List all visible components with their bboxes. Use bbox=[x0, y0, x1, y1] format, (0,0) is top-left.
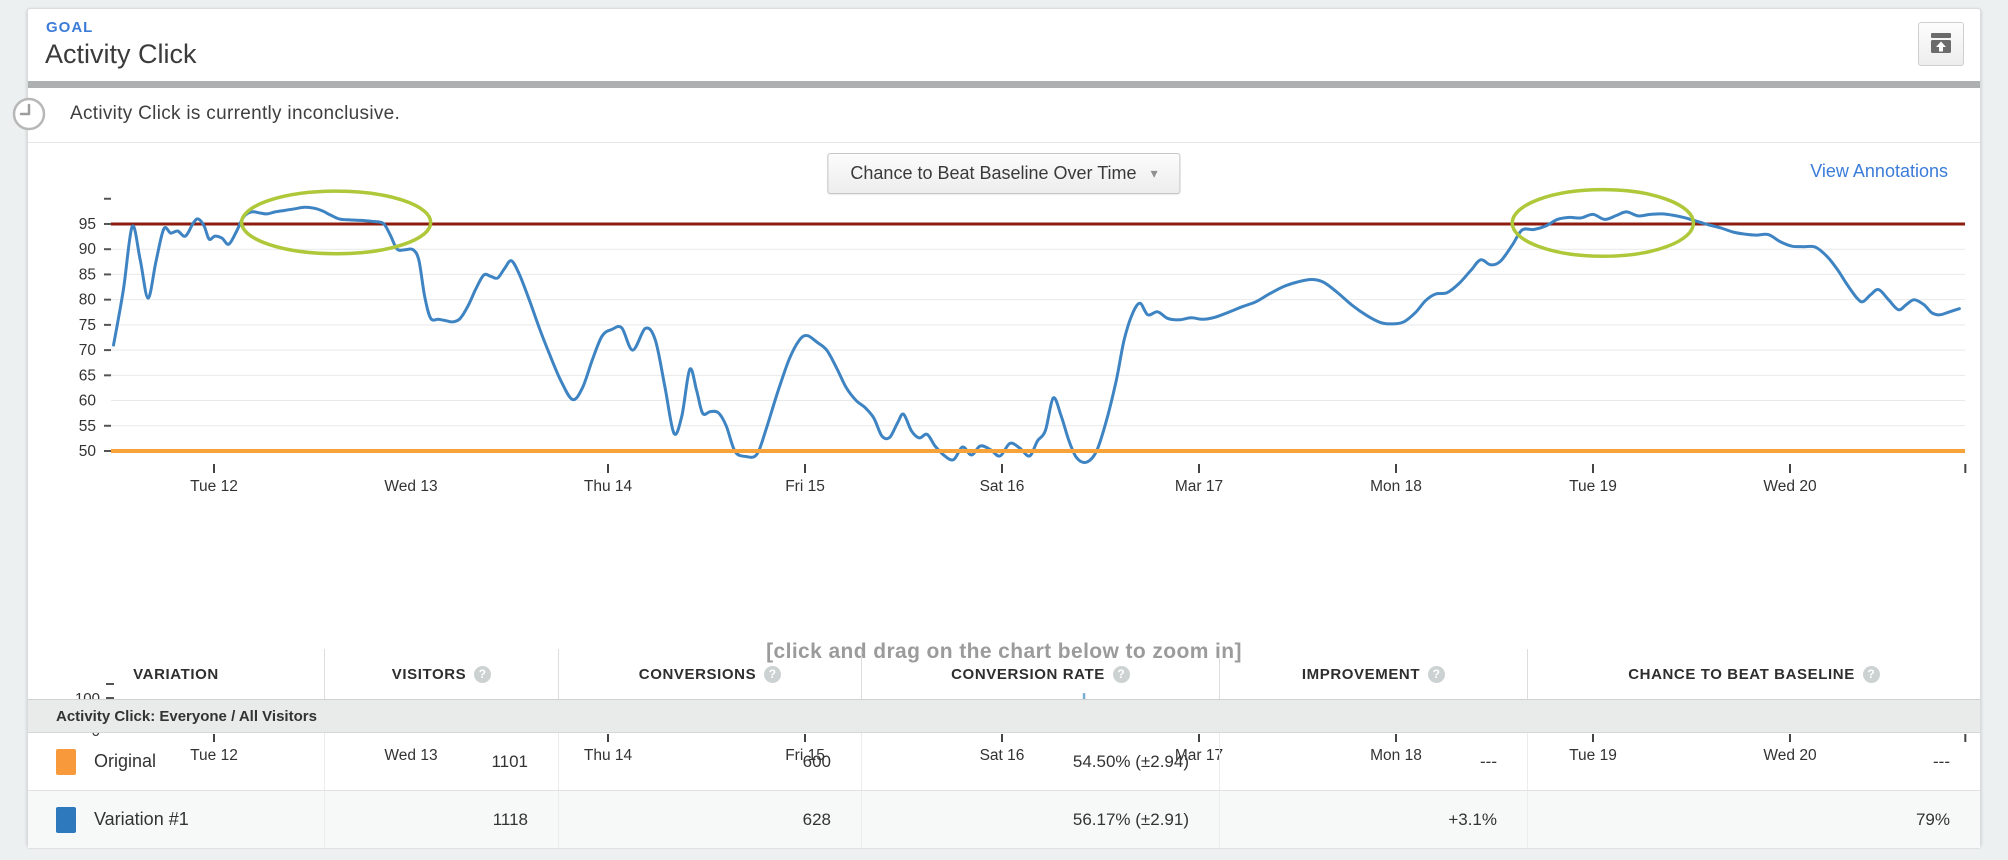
column-header-label: CONVERSIONS bbox=[638, 665, 757, 683]
y-tick-label: 50 bbox=[79, 443, 97, 460]
column-header-label: IMPROVEMENT bbox=[1301, 665, 1421, 683]
x-tick-label: Thu 14 bbox=[584, 478, 633, 495]
annotation-ellipse bbox=[1510, 187, 1696, 259]
conversions-cell: 600 bbox=[559, 733, 862, 790]
conversion-rate-cell: 56.17% (±2.91) bbox=[862, 791, 1220, 848]
header-divider bbox=[28, 81, 1980, 88]
mini-x-tick-label: Tue 12 bbox=[190, 747, 238, 764]
chart-metric-dropdown-label: Chance to Beat Baseline Over Time bbox=[850, 163, 1137, 183]
variation-name: Original bbox=[94, 751, 157, 771]
clock-icon bbox=[12, 97, 46, 136]
view-annotations-link[interactable]: View Annotations bbox=[1810, 161, 1948, 181]
y-tick-label: 65 bbox=[79, 367, 96, 384]
x-tick-label: Sat 16 bbox=[980, 478, 1025, 495]
variation-cell: Variation #1 bbox=[28, 791, 325, 848]
archive-icon bbox=[1931, 32, 1951, 53]
mini-x-tick-label: Wed 20 bbox=[1763, 747, 1817, 764]
visitors-cell: 1118 bbox=[325, 791, 559, 848]
question-mark-icon[interactable]: ? bbox=[474, 665, 492, 683]
column-header-conversions: CONVERSIONS? bbox=[559, 649, 862, 699]
chance-cell: --- bbox=[1933, 751, 1950, 771]
goal-header: GOAL Activity Click bbox=[28, 9, 1980, 81]
y-tick-label: 60 bbox=[79, 393, 97, 410]
chart-metric-dropdown[interactable]: Chance to Beat Baseline Over Time ▾ bbox=[827, 153, 1181, 194]
column-header-chance-to-beat-baseline: CHANCE TO BEAT BASELINE? bbox=[1528, 649, 1980, 699]
x-tick-label: Wed 20 bbox=[1763, 478, 1817, 495]
improvement-cell: --- bbox=[1220, 733, 1528, 790]
question-mark-icon[interactable]: ? bbox=[1428, 665, 1446, 683]
chevron-down-icon: ▾ bbox=[1150, 165, 1158, 181]
improvement-cell: +3.1% bbox=[1220, 791, 1528, 848]
question-mark-icon[interactable]: ? bbox=[1112, 665, 1130, 683]
variation-cell: Original bbox=[28, 733, 325, 790]
column-header-label: CHANCE TO BEAT BASELINE bbox=[1628, 665, 1855, 683]
mini-x-tick-label: Thu 14 bbox=[584, 747, 633, 764]
annotation-ellipse bbox=[239, 189, 433, 256]
variation-color-swatch bbox=[56, 748, 76, 775]
goal-label: GOAL bbox=[46, 19, 94, 36]
column-header-improvement: IMPROVEMENT? bbox=[1220, 649, 1528, 699]
conversion-rate-cell: 54.50% (±2.94) bbox=[862, 733, 1220, 790]
chance-to-beat-baseline-chart[interactable]: 50 55 60 65 70 75 80 85 90 95 Tue 12 Wed 13 Thu 14 Fr… bbox=[28, 151, 1982, 509]
column-header-label: VARIATION bbox=[133, 665, 219, 683]
x-tick-label: Tue 12 bbox=[190, 478, 238, 495]
column-header-label: CONVERSION RATE bbox=[951, 665, 1105, 683]
table-row-original: Original 1101 600 54.50% (±2.94) --- --- bbox=[28, 733, 1980, 791]
table-row-variation-1: Variation #1 1118 628 56.17% (±2.91) +3.1% 79… bbox=[28, 791, 1980, 849]
page-title: Activity Click bbox=[45, 39, 197, 69]
y-tick-label: 55 bbox=[79, 418, 96, 435]
y-tick-label: 85 bbox=[79, 266, 96, 283]
status-message: Activity Click is currently inconclusive… bbox=[70, 103, 401, 124]
x-tick-label: Tue 19 bbox=[1569, 478, 1617, 495]
y-tick-label: 95 bbox=[79, 216, 96, 233]
x-tick-label: Fri 15 bbox=[785, 478, 825, 495]
variation-name: Variation #1 bbox=[94, 809, 189, 829]
column-header-visitors: VISITORS? bbox=[325, 649, 559, 699]
table-body: Original 1101 600 54.50% (±2.94) --- --- Varia… bbox=[28, 733, 1980, 849]
archive-results-button[interactable] bbox=[1918, 22, 1964, 66]
chance-cell: 79% bbox=[1915, 809, 1950, 829]
x-tick-label: Wed 13 bbox=[384, 478, 437, 495]
column-header-label: VISITORS bbox=[391, 665, 467, 683]
visitors-cell: 1101 bbox=[325, 733, 559, 790]
status-row: Activity Click is currently inconclusive… bbox=[12, 88, 1980, 143]
question-mark-icon[interactable]: ? bbox=[764, 665, 782, 683]
variation-line-series bbox=[112, 205, 1961, 464]
goal-panel: GOAL Activity Click Activity Click is cu… bbox=[12, 8, 1982, 849]
zoom-hint: [click and drag on the chart below to zo… bbox=[766, 640, 1242, 663]
variation-color-swatch bbox=[56, 806, 76, 833]
mini-x-tick-label: Mon 18 bbox=[1370, 747, 1422, 764]
y-tick-label: 80 bbox=[79, 292, 97, 309]
mini-x-tick-label: Sat 16 bbox=[980, 747, 1025, 764]
x-tick-label: Mon 18 bbox=[1370, 478, 1422, 495]
mini-x-tick-label: Wed 13 bbox=[384, 747, 437, 764]
table-header-row: VARIATION VISITORS? CONVERSIONS? CONVERSION… bbox=[28, 649, 1980, 699]
table-group-row: Activity Click: Everyone / All Visitors bbox=[28, 699, 1980, 733]
x-tick-label: Mar 17 bbox=[1175, 478, 1223, 495]
column-header-variation: VARIATION bbox=[28, 649, 325, 699]
mini-x-tick-label: Fri 15 bbox=[785, 747, 825, 764]
conversions-cell: 628 bbox=[559, 791, 862, 848]
y-tick-label: 70 bbox=[79, 342, 97, 359]
mini-x-tick-label: Tue 19 bbox=[1569, 747, 1617, 764]
results-table: VARIATION VISITORS? CONVERSIONS? CONVERSION… bbox=[28, 649, 1980, 849]
question-mark-icon[interactable]: ? bbox=[1862, 665, 1880, 683]
y-tick-label: 75 bbox=[79, 317, 96, 334]
mini-x-tick-label: Mar 17 bbox=[1175, 747, 1223, 764]
y-tick-label: 90 bbox=[79, 241, 97, 258]
column-header-conversion-rate: CONVERSION RATE? bbox=[862, 649, 1220, 699]
